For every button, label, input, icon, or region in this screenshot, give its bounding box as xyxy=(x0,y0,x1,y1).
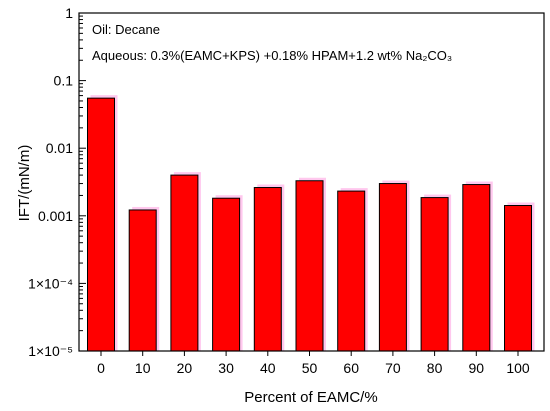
x-tick-label: 70 xyxy=(385,360,401,376)
annotation-oil: Oil: Decane xyxy=(92,22,160,37)
x-tick-label: 60 xyxy=(343,360,359,376)
bar xyxy=(295,180,324,352)
bar xyxy=(87,97,115,352)
y-axis-title: IFT/(mN/m) xyxy=(16,145,33,222)
y-tick-label: 0.01 xyxy=(46,140,73,156)
y-tick-label: 1 xyxy=(65,5,73,21)
x-tick-label: 80 xyxy=(427,360,443,376)
x-axis-title: Percent of EAMC/% xyxy=(244,389,377,406)
x-tick-label: 50 xyxy=(302,360,318,376)
axes-layer: 1 0.1 0.01 0.001 1×10⁻⁴ 1×10⁻⁵ 0 10 20 30 40 50 60 70… xyxy=(28,5,545,376)
plot-frame xyxy=(78,12,545,352)
y-tick-label: 0.1 xyxy=(54,73,74,89)
x-tick-label: 10 xyxy=(135,360,151,376)
x-tick-label: 30 xyxy=(218,360,234,376)
y-tick-label: 0.001 xyxy=(38,208,73,224)
x-tick-label: 100 xyxy=(506,360,530,376)
bar xyxy=(462,184,491,352)
y-tick-label: 1×10⁻⁴ xyxy=(28,275,73,291)
x-tick-label: 40 xyxy=(260,360,276,376)
x-tick-label: 20 xyxy=(177,360,193,376)
annotation-aqueous: Aqueous: 0.3%(EAMC+KPS) +0.18% HPAM+1.2 … xyxy=(92,48,452,63)
bar xyxy=(253,187,282,352)
x-tick-label: 0 xyxy=(97,360,105,376)
bar xyxy=(337,190,366,352)
bar xyxy=(504,205,532,352)
y-tick-label: 1×10⁻⁵ xyxy=(28,343,73,359)
x-tick-label: 90 xyxy=(469,360,485,376)
bar xyxy=(378,183,407,352)
bar xyxy=(128,209,157,352)
bar xyxy=(420,197,449,352)
bar xyxy=(170,174,199,352)
bars-layer xyxy=(87,95,535,352)
bar xyxy=(212,197,241,352)
